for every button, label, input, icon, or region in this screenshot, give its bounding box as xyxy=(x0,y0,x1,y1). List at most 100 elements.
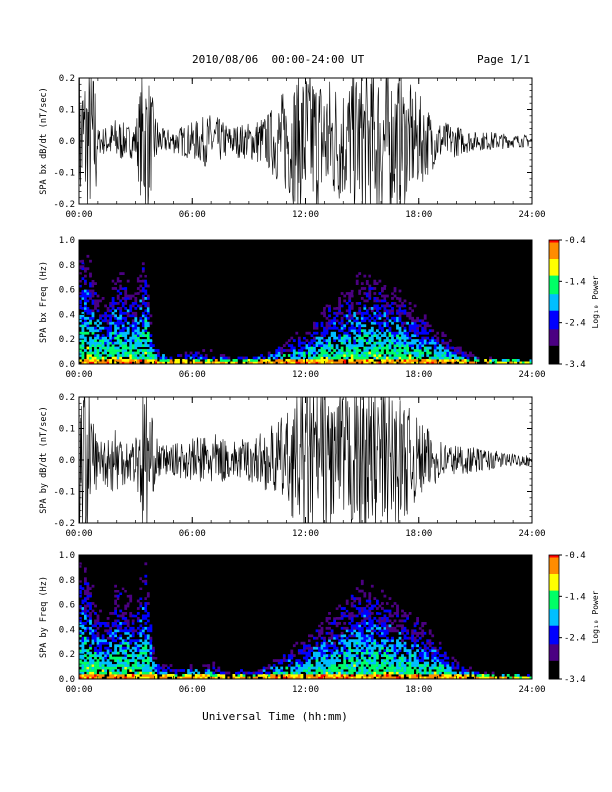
spectrogram-cell xyxy=(358,612,362,615)
spectrogram-cell xyxy=(305,344,309,347)
spectrogram-cell xyxy=(363,346,367,350)
spectrogram-cell xyxy=(204,356,208,360)
spectrogram-cell xyxy=(154,664,158,667)
spectrogram-cell xyxy=(119,664,123,667)
spectrogram-cell xyxy=(91,316,95,320)
spectrogram-cell xyxy=(358,597,362,600)
spectrogram-cell xyxy=(94,346,97,350)
spectrogram-cell xyxy=(121,324,125,328)
spectrogram-cell xyxy=(323,674,326,677)
spectrogram-cell xyxy=(141,321,145,325)
spectrogram-cell xyxy=(355,676,359,680)
spectrogram-cell xyxy=(378,314,382,318)
spectrogram-cell xyxy=(343,361,347,365)
spectrogram-cell xyxy=(328,321,331,325)
spectrogram-cell xyxy=(141,289,145,293)
spectrogram-cell xyxy=(119,661,123,665)
spectrogram-cell xyxy=(91,361,95,365)
spectrogram-cell xyxy=(433,654,437,657)
spectrogram-cell xyxy=(398,644,402,648)
spectrogram-cell xyxy=(94,284,97,288)
colorbar-segment xyxy=(549,629,559,632)
spectrogram-cell xyxy=(96,664,100,667)
spectrogram-cell xyxy=(139,634,143,638)
spectrogram-cell xyxy=(350,344,354,347)
spectrogram-cell xyxy=(257,674,261,677)
spectrogram-cell xyxy=(348,666,352,670)
colorbar-segment xyxy=(549,264,559,268)
spectrogram-cell xyxy=(114,316,117,320)
spectrogram-cell xyxy=(313,666,316,670)
spectrogram-cell xyxy=(416,656,419,660)
spectrogram-cell xyxy=(320,622,324,625)
spectrogram-cell xyxy=(396,336,399,340)
spectrogram-cell xyxy=(106,664,110,667)
spectrogram-cell xyxy=(355,656,359,660)
spectrogram-cell xyxy=(320,629,324,633)
spectrogram-cell xyxy=(511,359,515,362)
spectrogram-cell xyxy=(121,311,125,315)
spectrogram-cell xyxy=(154,674,158,677)
spectrogram-cell xyxy=(81,277,85,280)
spectrogram-cell xyxy=(411,629,414,633)
spectrogram-cell xyxy=(383,617,387,620)
spectrogram-cell xyxy=(313,316,316,320)
spectrogram-cell xyxy=(350,361,354,365)
spectrogram-cell xyxy=(313,631,316,635)
spectrogram-cell xyxy=(119,624,123,628)
spectrogram-cell xyxy=(141,267,145,271)
spectrogram-cell xyxy=(401,629,404,633)
spectrogram-cell xyxy=(348,311,352,315)
spectrogram-cell xyxy=(121,297,125,300)
spectrogram-cell xyxy=(363,676,367,680)
spectrogram-cell xyxy=(79,676,82,680)
spectrogram-cell xyxy=(350,674,354,677)
spectrogram-cell xyxy=(144,636,148,640)
spectrogram-cell xyxy=(391,666,394,670)
spectrogram-cell xyxy=(474,671,477,675)
spectrogram-cell xyxy=(519,361,523,365)
spectrogram-cell xyxy=(461,669,465,672)
spectrogram-cell xyxy=(516,359,520,362)
spectrogram-cell xyxy=(436,341,440,345)
spectrogram-cell xyxy=(169,669,173,672)
spectrogram-cell xyxy=(393,644,397,648)
spectrogram-cell xyxy=(365,646,369,650)
spectrogram-cell xyxy=(144,574,148,578)
spectrogram-cell xyxy=(325,669,329,672)
x-tick-label: 12:00 xyxy=(292,370,319,380)
spectrogram-cell xyxy=(489,361,492,365)
spectrogram-cell xyxy=(386,351,389,355)
spectrogram-cell xyxy=(516,674,520,677)
spectrogram-cell xyxy=(84,589,87,593)
spectrogram-cell xyxy=(365,634,369,638)
spectrogram-cell xyxy=(348,676,352,680)
spectrogram-cell xyxy=(358,321,362,325)
colorbar-segment xyxy=(549,252,559,255)
spectrogram-cell xyxy=(235,671,238,675)
spectrogram-cell xyxy=(101,664,105,667)
spectrogram-cell xyxy=(358,602,362,605)
spectrogram-cell xyxy=(398,356,402,360)
spectrogram-cell xyxy=(423,649,427,652)
spectrogram-cell xyxy=(383,339,387,342)
spectrogram-cell xyxy=(310,341,314,345)
spectrogram-cell xyxy=(91,299,95,303)
spectrogram-cell xyxy=(81,626,85,630)
spectrogram-cell xyxy=(139,602,143,605)
spectrogram-cell xyxy=(152,676,155,680)
spectrogram-cell xyxy=(373,314,377,318)
spectrogram-cell xyxy=(388,356,392,360)
colorbar-segment xyxy=(549,256,559,259)
spectrogram-cell xyxy=(381,641,384,645)
spectrogram-cell xyxy=(330,356,334,360)
spectrogram-cell xyxy=(441,331,445,335)
spectrogram-cell xyxy=(277,676,281,680)
spectrogram-cell xyxy=(139,619,143,623)
spectrogram-cell xyxy=(330,674,334,677)
spectrogram-cell xyxy=(144,254,148,258)
spectrogram-cell xyxy=(355,631,359,635)
spectrogram-cell xyxy=(141,659,145,662)
spectrogram-cell xyxy=(89,631,92,635)
spectrogram-cell xyxy=(280,669,284,672)
